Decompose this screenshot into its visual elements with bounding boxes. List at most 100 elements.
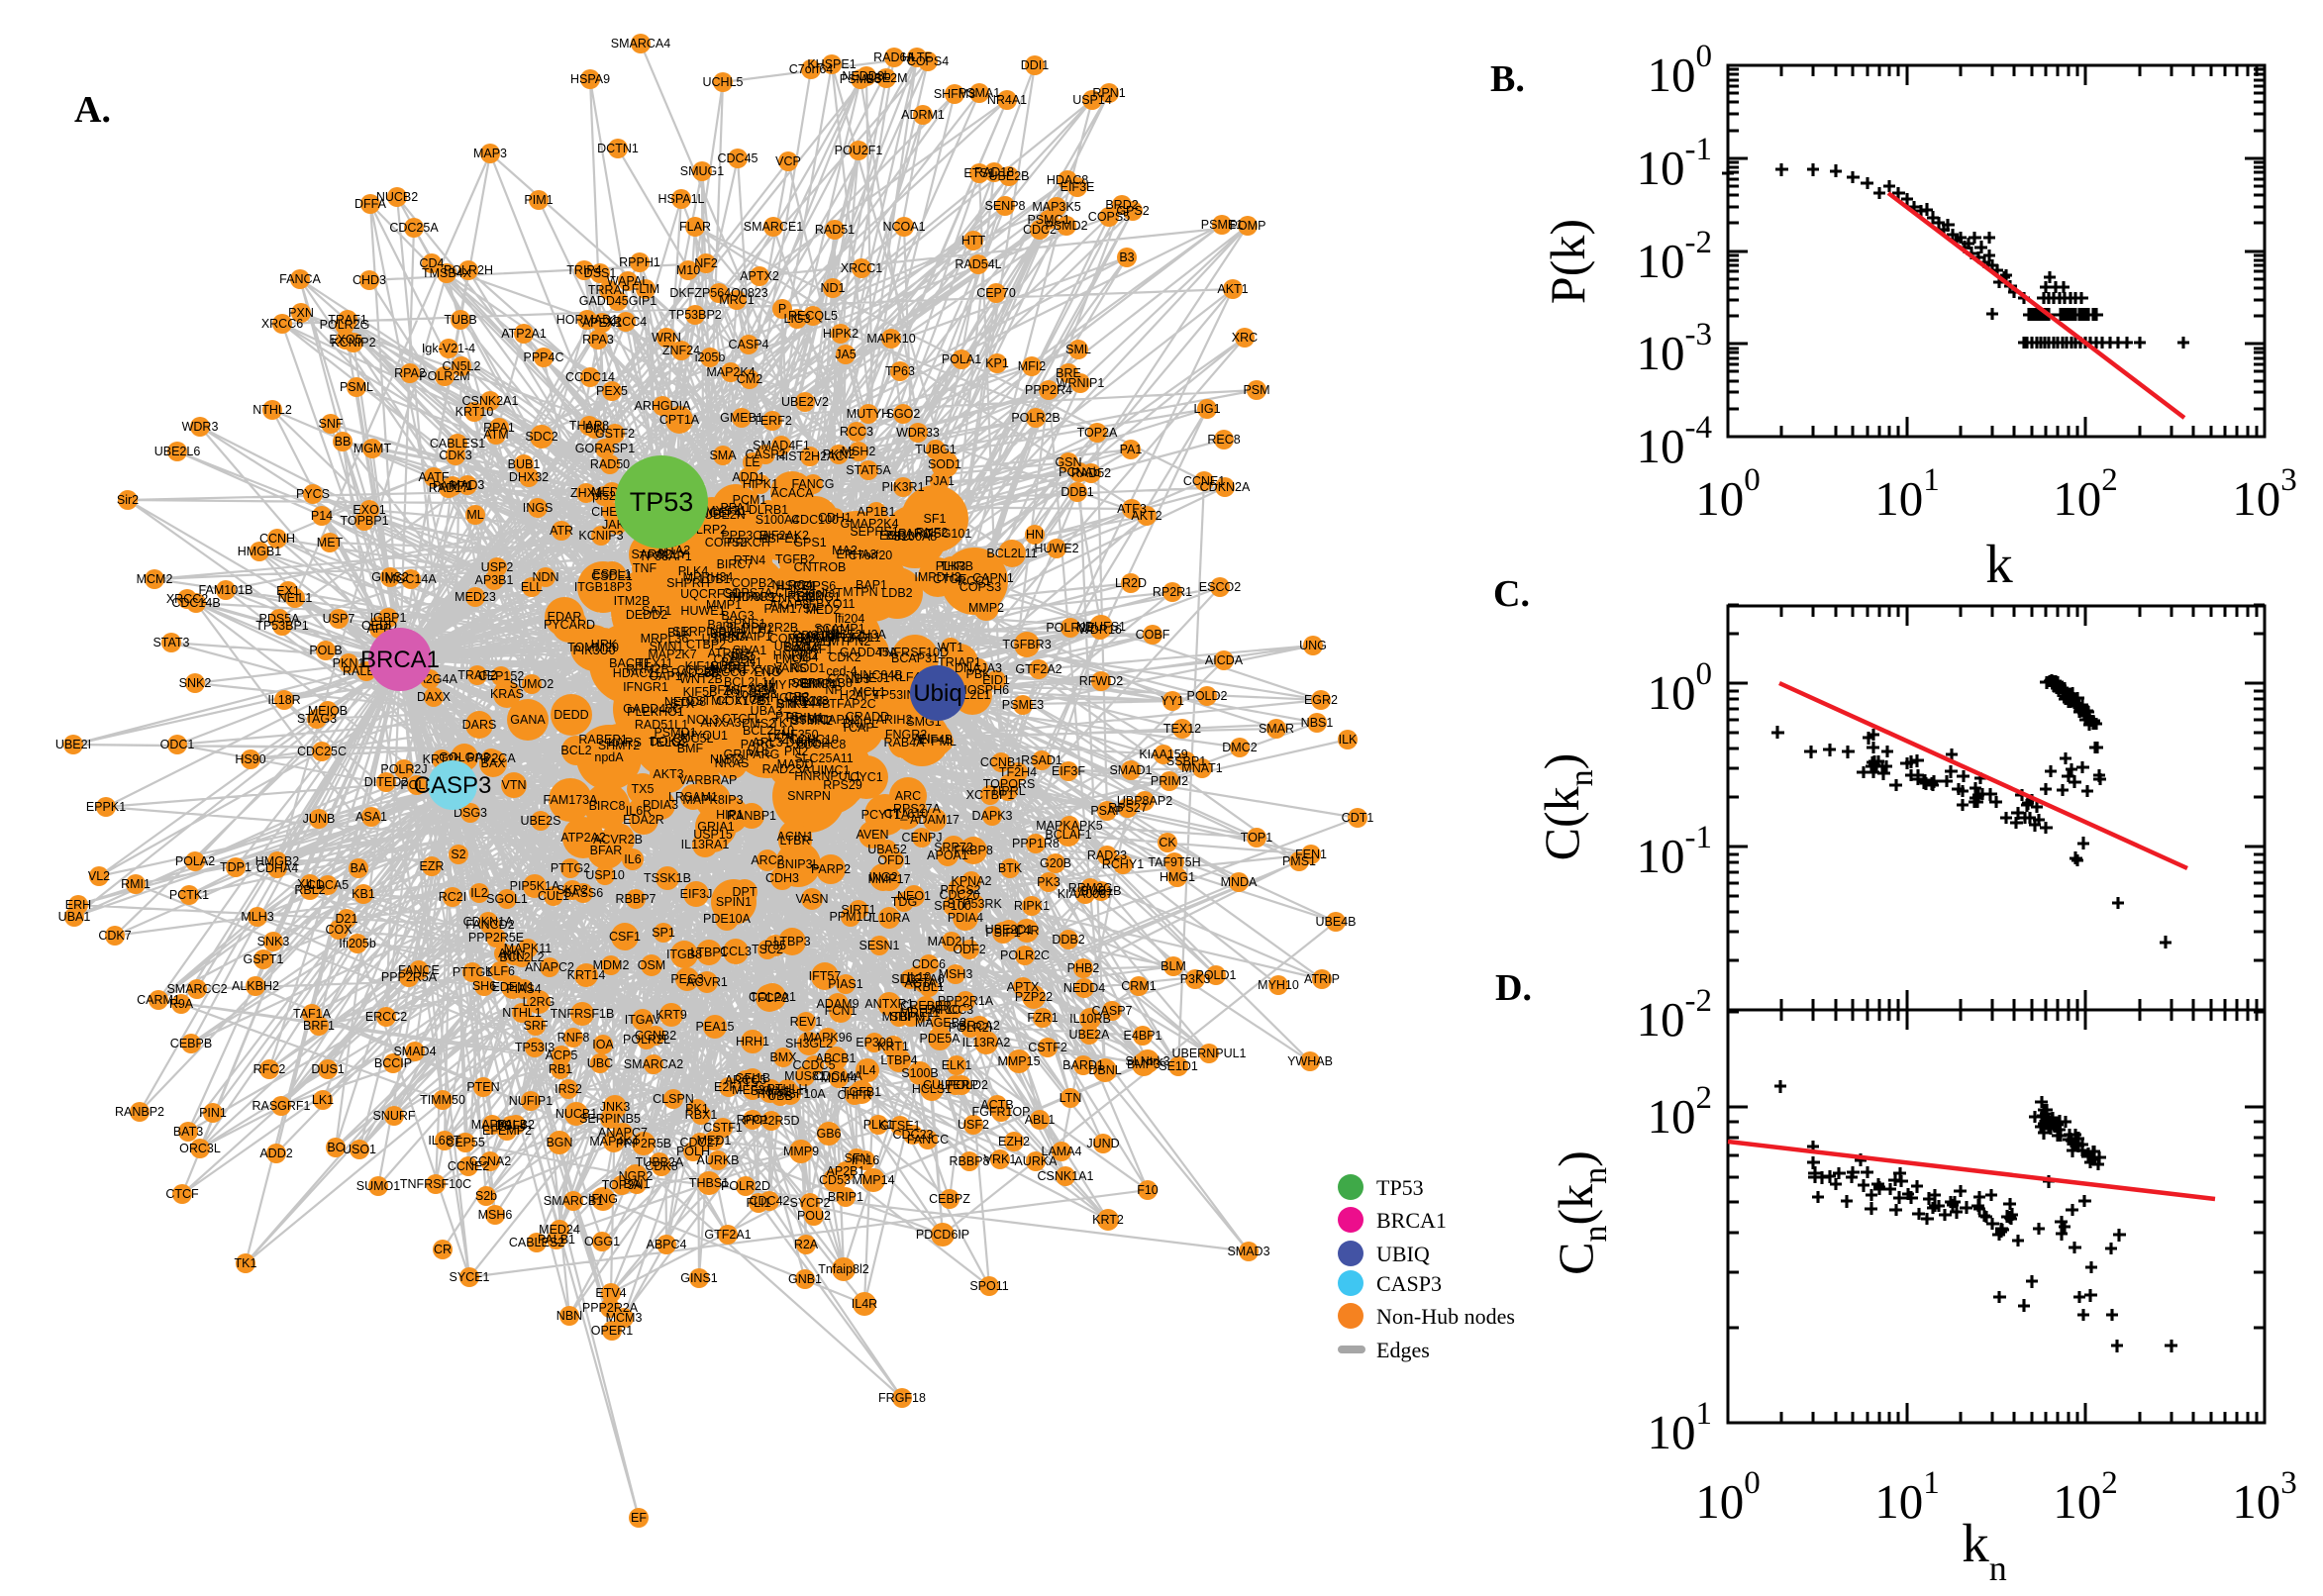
svg-text:LTBR: LTBR xyxy=(779,834,810,848)
svg-text:COPS6: COPS6 xyxy=(794,579,836,593)
svg-text:IL10: IL10 xyxy=(907,970,931,984)
svg-text:CDC5L: CDC5L xyxy=(673,732,714,746)
svg-text:KRT10: KRT10 xyxy=(455,405,494,419)
svg-text:KIF5B: KIF5B xyxy=(683,685,718,699)
svg-text:IRS2: IRS2 xyxy=(555,1082,582,1096)
svg-text:COX17E1: COX17E1 xyxy=(716,694,771,708)
svg-text:ARHGDIB: ARHGDIB xyxy=(754,691,810,705)
svg-text:KRT2: KRT2 xyxy=(1092,1213,1124,1227)
svg-text:PALB2: PALB2 xyxy=(497,1118,535,1132)
svg-text:SNRPN: SNRPN xyxy=(787,789,831,803)
svg-text:ARC2: ARC2 xyxy=(751,853,783,867)
svg-text:TNF: TNF xyxy=(633,561,657,575)
svg-text:OSM: OSM xyxy=(638,958,665,972)
svg-text:S100A8: S100A8 xyxy=(893,530,938,544)
svg-text:PIP5K1A: PIP5K1A xyxy=(510,879,560,893)
svg-text:PKN2: PKN2 xyxy=(823,448,856,461)
svg-text:AP3B1: AP3B1 xyxy=(475,573,514,587)
svg-text:PPP2R2B: PPP2R2B xyxy=(743,621,798,635)
svg-text:HIPK1: HIPK1 xyxy=(743,477,778,491)
svg-text:TGFB1: TGFB1 xyxy=(842,1085,881,1099)
svg-text:CCNG1: CCNG1 xyxy=(797,590,841,604)
svg-text:PRKCH: PRKCH xyxy=(727,536,770,549)
svg-text:IFNGR1: IFNGR1 xyxy=(623,680,668,694)
svg-text:MRC1: MRC1 xyxy=(719,293,754,307)
svg-text:PSMD1: PSMD1 xyxy=(654,726,696,740)
svg-text:BIN: BIN xyxy=(585,422,606,436)
svg-text:SAT1: SAT1 xyxy=(642,604,671,618)
svg-text:IL6ST: IL6ST xyxy=(428,1134,461,1147)
svg-text:PLEKHO1: PLEKHO1 xyxy=(627,705,684,719)
svg-text:GMNN: GMNN xyxy=(796,631,834,645)
svg-text:PDE10A: PDE10A xyxy=(703,912,752,926)
svg-text:MMP1: MMP1 xyxy=(706,598,742,612)
svg-text:CAPN1: CAPN1 xyxy=(972,571,1014,585)
svg-text:VARBRAP: VARBRAP xyxy=(679,773,738,787)
svg-text:UBA3: UBA3 xyxy=(751,704,783,718)
svg-text:GADD45A: GADD45A xyxy=(840,646,898,659)
svg-text:LTBP3: LTBP3 xyxy=(773,935,810,948)
svg-text:CDC100: CDC100 xyxy=(791,513,839,527)
svg-text:RPS29: RPS29 xyxy=(823,778,862,792)
svg-text:PPP2R5A: PPP2R5A xyxy=(381,970,438,984)
svg-text:PDCD6IP: PDCD6IP xyxy=(916,1228,969,1242)
svg-text:CTGF: CTGF xyxy=(933,572,966,586)
svg-text:Edges: Edges xyxy=(1376,1338,1430,1362)
svg-text:CASP4: CASP4 xyxy=(729,338,769,351)
svg-text:CD53: CD53 xyxy=(819,1173,851,1187)
svg-text:IL18R: IL18R xyxy=(267,693,300,707)
svg-text:EIF3J: EIF3J xyxy=(680,887,713,901)
svg-text:NDN: NDN xyxy=(532,570,558,584)
svg-text:SH3GL2: SH3GL2 xyxy=(785,1037,833,1050)
svg-text:L2RG: L2RG xyxy=(523,995,556,1009)
svg-text:SOD1: SOD1 xyxy=(928,457,961,471)
svg-text:A.: A. xyxy=(74,89,111,131)
svg-text:ARC: ARC xyxy=(895,789,921,803)
svg-text:KRAS: KRAS xyxy=(490,687,524,701)
svg-text:TP53: TP53 xyxy=(1376,1175,1424,1200)
svg-text:HIP1: HIP1 xyxy=(716,808,744,822)
svg-text:CCND3: CCND3 xyxy=(827,672,869,686)
svg-text:C1orf123: C1orf123 xyxy=(726,687,776,701)
svg-text:NLRC4: NLRC4 xyxy=(772,578,813,592)
svg-text:WDR1: WDR1 xyxy=(712,662,749,676)
svg-text:TX5: TX5 xyxy=(632,782,655,796)
svg-text:Banp: Banp xyxy=(707,618,736,632)
svg-text:USP5: USP5 xyxy=(702,632,735,646)
svg-text:ZCCHC10: ZCCHC10 xyxy=(781,733,839,747)
svg-text:NGR2: NGR2 xyxy=(619,1169,654,1183)
svg-text:PPA1: PPA1 xyxy=(720,501,751,515)
svg-text:RSAD1: RSAD1 xyxy=(1021,753,1062,767)
svg-text:ced-4: ced-4 xyxy=(826,664,857,678)
svg-text:ACVR2B: ACVR2B xyxy=(593,833,643,847)
svg-text:ACIN1: ACIN1 xyxy=(777,830,814,844)
svg-text:ACTA1: ACTA1 xyxy=(904,976,943,990)
svg-text:FBXO11: FBXO11 xyxy=(808,597,855,611)
svg-text:COPS7A: COPS7A xyxy=(723,586,773,600)
svg-text:SERPINB9: SERPINB9 xyxy=(672,625,734,639)
svg-text:MIYOU1: MIYOU1 xyxy=(680,729,728,743)
svg-text:Non-Hub nodes: Non-Hub nodes xyxy=(1376,1304,1515,1329)
svg-text:BA: BA xyxy=(351,861,367,875)
svg-text:CAPN2: CAPN2 xyxy=(819,713,860,727)
svg-text:AP2B1: AP2B1 xyxy=(827,1164,865,1178)
svg-text:LTN: LTN xyxy=(1060,1091,1082,1105)
svg-text:APAF1: APAF1 xyxy=(795,643,834,656)
svg-text:AKT3: AKT3 xyxy=(653,767,683,781)
svg-text:PCYT1A: PCYT1A xyxy=(861,808,910,822)
svg-text:PZP22: PZP22 xyxy=(1015,990,1053,1004)
svg-text:HCLS1: HCLS1 xyxy=(912,1082,952,1096)
svg-text:VASN: VASN xyxy=(795,892,828,906)
svg-text:Dynlrb2: Dynlrb2 xyxy=(785,736,828,749)
svg-text:KRT9: KRT9 xyxy=(656,1008,687,1022)
svg-text:CASP7: CASP7 xyxy=(1092,1004,1133,1018)
svg-text:PPP3CA: PPP3CA xyxy=(721,529,770,543)
svg-text:pfs2: pfs2 xyxy=(592,489,616,503)
svg-text:MET: MET xyxy=(317,536,344,549)
svg-text:GB6: GB6 xyxy=(816,1127,841,1141)
svg-text:IFT57: IFT57 xyxy=(809,969,842,983)
svg-text:CR2: CR2 xyxy=(784,690,809,704)
svg-text:NMT2: NMT2 xyxy=(710,752,744,766)
svg-text:RABEP1: RABEP1 xyxy=(578,733,627,747)
svg-text:ANTXR1: ANTXR1 xyxy=(864,997,913,1011)
